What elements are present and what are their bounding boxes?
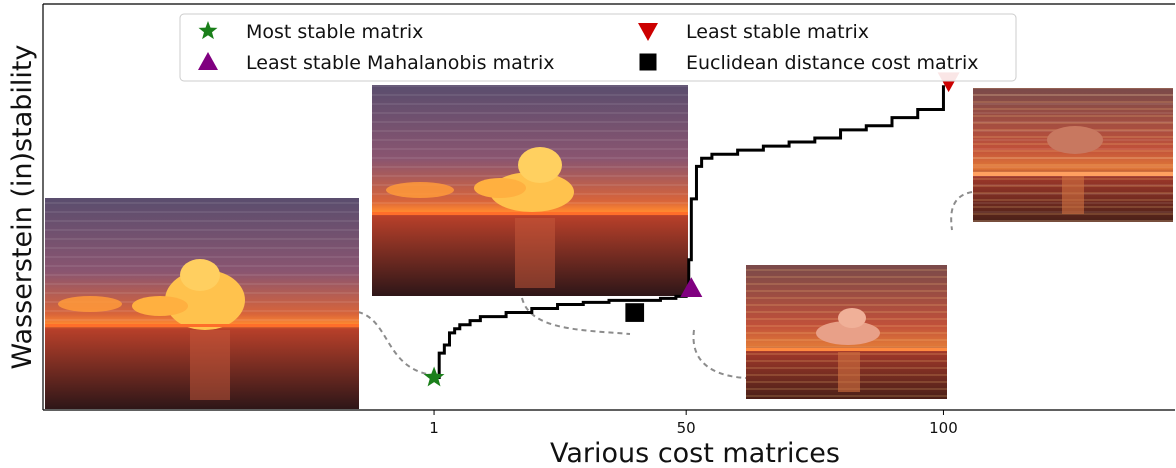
x-tick-label: 100 (929, 419, 958, 437)
marker-star (423, 366, 445, 387)
connector-most-stable (357, 311, 433, 376)
connector-euclidean (521, 297, 631, 335)
x-axis-title: Various cost matrices (550, 438, 840, 468)
image-most-stable (45, 198, 359, 409)
x-tick-label: 1 (429, 419, 439, 437)
legend-marker-square (639, 53, 657, 71)
marker-triangle-up (680, 277, 703, 297)
image-euclidean (372, 85, 688, 296)
connector-mahalanobis (692, 329, 747, 379)
connector-least-stable (950, 191, 973, 231)
legend-label: Euclidean distance cost matrix (686, 52, 978, 74)
x-axis-ticks: 1 50 100 (429, 410, 958, 437)
image-least-stable (973, 88, 1173, 222)
x-tick-label: 50 (677, 419, 696, 437)
y-axis-title: Wasserstein (in)stability (7, 45, 38, 370)
legend-marker-triangle-up (198, 52, 218, 70)
legend-label: Least stable matrix (686, 21, 869, 43)
marker-square (625, 303, 645, 322)
legend-label: Most stable matrix (246, 21, 423, 43)
legend-marker-triangle-down (638, 23, 658, 41)
legend-label: Least stable Mahalanobis matrix (246, 52, 555, 74)
legend-box (179, 13, 1017, 82)
image-connectors (357, 191, 973, 379)
legend-marker-star (198, 21, 218, 40)
legend: Most stable matrix Least stable Mahalanob… (179, 13, 1017, 82)
image-mahalanobis (746, 265, 947, 399)
